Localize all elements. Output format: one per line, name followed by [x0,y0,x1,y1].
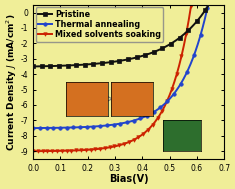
Pristine [32,65,35,68]
Mixed solvents soaking [55,150,58,152]
Thermal annealing [171,95,173,97]
Mixed solvents soaking [152,123,155,125]
Y-axis label: Current Density $J$ (mA/cm$^2$): Current Density $J$ (mA/cm$^2$) [5,13,19,151]
X-axis label: Bias(V): Bias(V) [109,174,149,184]
Line: Thermal annealing: Thermal annealing [31,0,226,130]
Thermal annealing [94,125,97,128]
Line: Pristine: Pristine [31,0,226,68]
Pristine [55,65,58,67]
Mixed solvents soaking [32,150,35,152]
Legend: Pristine, Thermal annealing, Mixed solvents soaking: Pristine, Thermal annealing, Mixed solve… [35,7,163,42]
Pristine [169,43,172,45]
Mixed solvents soaking [107,146,110,149]
Thermal annealing [169,96,172,98]
Mixed solvents soaking [171,88,173,90]
Mixed solvents soaking [169,91,172,93]
Line: Mixed solvents soaking: Mixed solvents soaking [31,0,226,153]
Thermal annealing [55,127,58,129]
Pristine [107,61,110,64]
Pristine [171,42,173,44]
Mixed solvents soaking [94,148,97,150]
Thermal annealing [152,111,155,113]
Pristine [94,63,97,65]
Thermal annealing [32,127,35,129]
Pristine [152,51,155,53]
Thermal annealing [107,124,110,126]
